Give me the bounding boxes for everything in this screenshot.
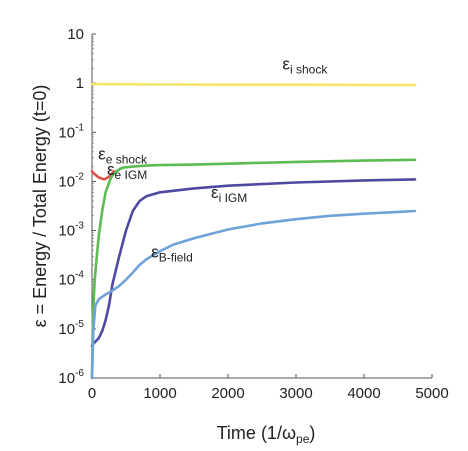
series-label-subscript: e shock [106, 152, 148, 166]
y-tick-label: 10 [67, 26, 84, 43]
series-line [90, 178, 417, 348]
series-label: εi shock [282, 54, 328, 76]
y-tick-label-base: 10 [67, 26, 84, 43]
y-tick-label-base: 1 [76, 75, 84, 92]
x-tick-label: 1000 [143, 385, 176, 402]
series-label-subscript: i IGM [219, 191, 248, 205]
y-tick-label-exponent: -3 [75, 221, 84, 232]
series-label-symbol: ε [211, 183, 219, 202]
series-label-symbol: ε [282, 54, 290, 73]
series-line [90, 82, 417, 87]
series-line [90, 170, 116, 181]
y-tick-label-base: 10 [58, 124, 75, 141]
y-tick-label-base: 10 [58, 173, 75, 190]
x-axis-label-tail: ) [309, 423, 315, 443]
x-axis-label-main: Time (1/ω [217, 423, 296, 443]
series-label: εi IGM [211, 183, 247, 205]
y-tick-label: 10-1 [58, 122, 84, 141]
y-tick-label-base: 10 [58, 321, 75, 338]
x-tick-label: 3000 [279, 385, 312, 402]
y-tick-label-exponent: -4 [75, 270, 84, 281]
series-label: εe IGM [107, 160, 147, 182]
x-axis-label-sub: pe [296, 432, 310, 446]
series-label-symbol: ε [98, 144, 106, 163]
x-axis-label: Time (1/ωpe) [217, 423, 316, 446]
y-tick-label: 10-6 [58, 368, 84, 387]
y-tick-label-base: 10 [58, 272, 75, 289]
series-label: εB-field [151, 243, 193, 265]
y-axis-label: ε = Energy / Total Energy (t=0) [30, 85, 50, 328]
y-tick-label-exponent: -6 [75, 368, 84, 379]
series-line [90, 158, 417, 380]
x-tick-label: 2000 [211, 385, 244, 402]
x-tick-label: 0 [88, 385, 96, 402]
series-label-subscript: i shock [290, 62, 328, 76]
y-tick-label: 10-3 [58, 221, 84, 240]
series-label: εe shock [98, 144, 148, 166]
y-tick-label-exponent: -5 [75, 319, 84, 330]
y-tick-label: 1 [76, 75, 84, 92]
series-line [90, 209, 417, 380]
y-tick-label-base: 10 [58, 370, 75, 387]
y-tick-label: 10-2 [58, 171, 84, 190]
series-label-subscript: B-field [159, 251, 193, 265]
series-label-symbol: ε [151, 243, 159, 262]
series-label-subscript: e IGM [115, 168, 148, 182]
y-tick-label: 10-5 [58, 319, 84, 338]
y-tick-label-exponent: -1 [75, 122, 84, 133]
y-tick-label-base: 10 [58, 223, 75, 240]
x-tick-label: 4000 [347, 385, 380, 402]
y-axis-title: ε = Energy / Total Energy (t=0) [30, 85, 50, 328]
y-tick-label: 10-4 [58, 270, 84, 289]
y-tick-label-exponent: -2 [75, 171, 84, 182]
x-tick-label: 5000 [415, 385, 448, 402]
series-label-symbol: ε [107, 160, 115, 179]
